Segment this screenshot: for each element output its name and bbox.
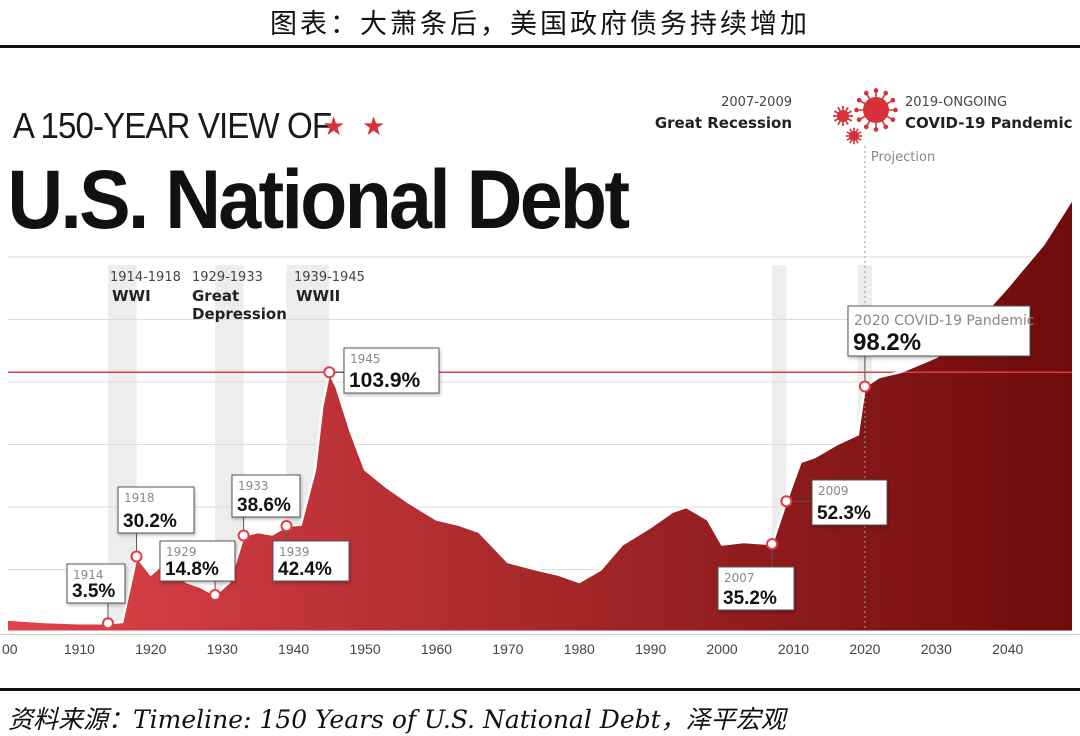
event-name: WWII bbox=[296, 287, 340, 305]
annotation-box bbox=[847, 305, 1031, 357]
projection-label: Projection bbox=[871, 150, 935, 165]
x-tick-label: 1940 bbox=[278, 641, 309, 657]
x-tick-label: 1930 bbox=[207, 641, 238, 657]
x-tick-label: 2040 bbox=[992, 641, 1023, 657]
chart-title-line2: U.S. National Debt bbox=[7, 153, 629, 247]
annotation-box bbox=[117, 486, 195, 534]
x-tick-label: 2020 bbox=[849, 641, 880, 657]
x-tick-label: 2000 bbox=[707, 641, 738, 657]
debt-line bbox=[7, 198, 1074, 625]
x-tick-label: 00 bbox=[2, 641, 18, 657]
annotation-year: 1918 bbox=[124, 491, 155, 505]
event-years: 1914-1918 bbox=[110, 270, 181, 285]
event-name: Depression bbox=[192, 305, 287, 323]
annotation-value: 98.2% bbox=[853, 329, 921, 356]
debt-area bbox=[8, 199, 1072, 632]
event-years: 1929-1933 bbox=[192, 270, 263, 285]
annotation-2009: 2009 52.3% bbox=[780, 479, 888, 526]
star-icon: ★ bbox=[362, 112, 385, 142]
annotation-1945: 1945 103.9% bbox=[323, 347, 440, 394]
annotation-year: 1914 bbox=[73, 568, 104, 582]
data-point-marker bbox=[323, 366, 336, 379]
annotation-year: 2009 bbox=[818, 484, 849, 498]
event-name: Great bbox=[192, 287, 239, 305]
virus-icon bbox=[832, 88, 898, 145]
debt-chart: Projection A 150-YEAR VIEW OF ★ ★ U.S. N… bbox=[0, 50, 1080, 693]
annotation-value: 35.2% bbox=[723, 588, 777, 609]
event-name: WWI bbox=[112, 287, 151, 305]
annotation-year: 1929 bbox=[166, 545, 197, 559]
annotation-year: 2007 bbox=[724, 571, 755, 585]
data-point-marker bbox=[130, 550, 143, 563]
annotation-box bbox=[717, 566, 795, 611]
event-name: COVID-19 Pandemic bbox=[905, 114, 1073, 132]
annotation-box bbox=[159, 540, 236, 582]
star-icon: ★ bbox=[322, 112, 345, 142]
annotation-box bbox=[811, 479, 888, 526]
annotation-value: 3.5% bbox=[72, 581, 115, 602]
source-note: 资料来源：Timeline: 150 Years of U.S. Nationa… bbox=[8, 705, 786, 734]
data-point-marker bbox=[101, 617, 114, 630]
annotation-1918: 1918 30.2% bbox=[117, 486, 195, 563]
annotation-box bbox=[343, 347, 440, 394]
data-point-marker bbox=[780, 495, 793, 508]
annotation-value: 14.8% bbox=[165, 559, 219, 580]
data-point-marker bbox=[237, 529, 250, 542]
x-tick-label: 2010 bbox=[778, 641, 809, 657]
x-tick-label: 2030 bbox=[921, 641, 952, 657]
x-tick-label: 1980 bbox=[564, 641, 595, 657]
annotation-box bbox=[231, 474, 301, 518]
page-title: 图表：大萧条后，美国政府债务持续增加 bbox=[270, 9, 810, 40]
annotation-box bbox=[272, 540, 350, 582]
annotation-1933: 1933 38.6% bbox=[231, 474, 301, 542]
x-tick-label: 1970 bbox=[492, 641, 523, 657]
data-point-marker bbox=[280, 520, 293, 532]
annotation-value: 42.4% bbox=[278, 559, 332, 580]
data-point-marker bbox=[858, 380, 871, 393]
annotation-value: 38.6% bbox=[237, 495, 291, 516]
annotation-year: 2020 COVID-19 Pandemic bbox=[854, 313, 1034, 329]
annotation-year: 1939 bbox=[279, 545, 310, 559]
annotation-value: 103.9% bbox=[349, 369, 421, 392]
data-point-marker bbox=[209, 589, 222, 601]
event-years: 1939-1945 bbox=[294, 270, 365, 285]
annotation-box bbox=[66, 563, 126, 604]
annotation-value: 52.3% bbox=[817, 503, 871, 524]
top-divider bbox=[0, 45, 1080, 48]
x-tick-label: 1960 bbox=[421, 641, 452, 657]
x-tick-label: 1910 bbox=[64, 641, 95, 657]
axis-line bbox=[0, 634, 1080, 635]
data-point-marker bbox=[766, 538, 779, 550]
event-years: 2007-2009 bbox=[721, 95, 792, 110]
chart-title-line1: A 150-YEAR VIEW OF bbox=[13, 107, 331, 147]
bottom-divider bbox=[0, 688, 1080, 691]
event-years: 2019-ONGOING bbox=[905, 95, 1007, 110]
x-tick-label: 1920 bbox=[135, 641, 166, 657]
x-tick-label: 1950 bbox=[349, 641, 380, 657]
event-name: Great Recession bbox=[655, 114, 792, 132]
annotation-2007: 2007 35.2% bbox=[717, 538, 795, 611]
annotation-value: 30.2% bbox=[123, 511, 177, 532]
x-tick-label: 1990 bbox=[635, 641, 666, 657]
annotation-year: 1945 bbox=[350, 352, 381, 366]
annotation-year: 1933 bbox=[238, 479, 269, 493]
